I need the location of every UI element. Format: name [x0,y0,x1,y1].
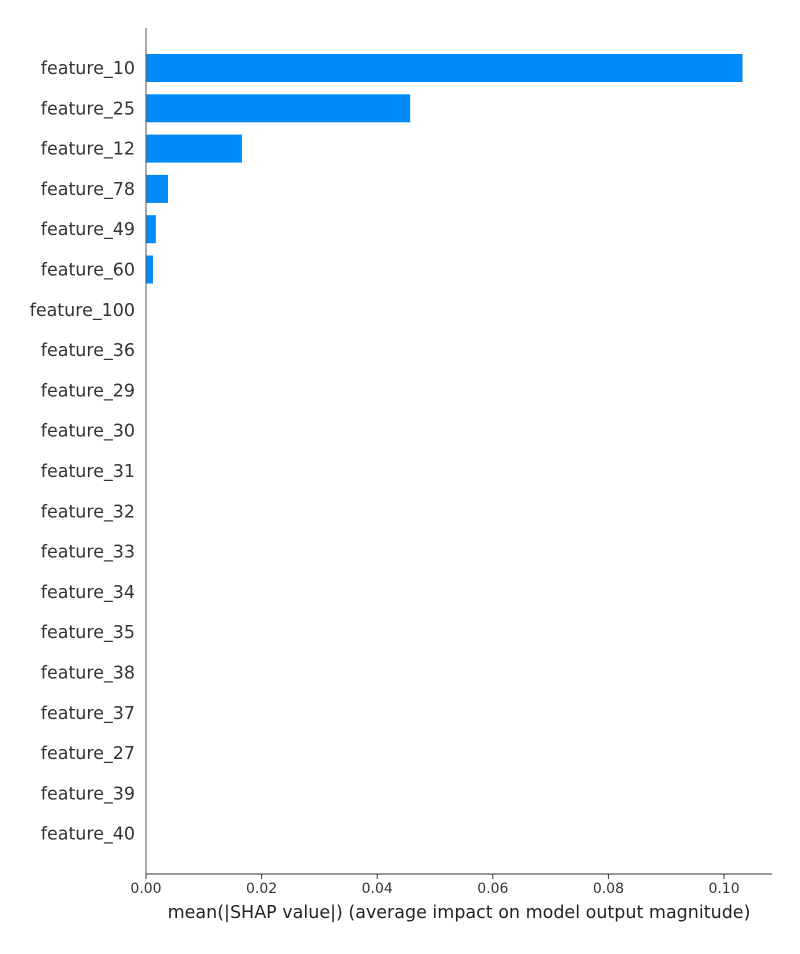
y-tick-label: feature_27 [41,744,135,764]
x-tick-label: 0.02 [246,881,277,897]
bar-feature_25 [146,94,411,123]
y-tick-label: feature_49 [41,220,135,240]
y-tick-label: feature_35 [41,623,135,643]
x-tick-label: 0.06 [477,881,508,897]
x-tick-label: 0.00 [130,881,161,897]
x-tick-label: 0.04 [362,881,393,897]
x-axis-ticks: 0.00 0.02 0.04 0.06 0.08 0.10 [130,874,740,897]
y-tick-label: feature_39 [41,784,135,804]
y-tick-label: feature_10 [41,59,135,79]
x-axis-title: mean(|SHAP value|) (average impact on mo… [168,903,751,923]
y-tick-label: feature_25 [41,99,135,119]
y-tick-label: feature_31 [41,462,135,482]
y-tick-label: feature_30 [41,422,135,442]
bar-feature_10 [146,54,743,82]
x-tick-label: 0.08 [593,881,624,897]
y-tick-label: feature_29 [41,381,135,401]
bar-feature_78 [146,174,168,203]
y-tick-label: feature_12 [41,140,135,160]
y-tick-label: feature_36 [41,341,135,361]
y-tick-label: feature_34 [41,583,135,603]
y-tick-label: feature_78 [41,180,135,200]
y-tick-label: feature_40 [41,825,135,845]
feature-labels: feature_10 feature_25 feature_12 feature_78… [30,59,135,845]
bars-layer [146,54,743,284]
y-tick-label: feature_33 [41,543,135,563]
bar-feature_60 [146,255,153,284]
y-tick-label: feature_60 [41,261,135,281]
bar-feature_12 [146,134,242,163]
y-tick-label: feature_37 [41,704,135,724]
bar-feature_49 [146,215,156,244]
y-tick-label: feature_100 [30,301,135,321]
y-tick-label: feature_32 [41,502,135,522]
x-tick-label: 0.10 [708,881,739,897]
y-tick-label: feature_38 [41,664,135,684]
